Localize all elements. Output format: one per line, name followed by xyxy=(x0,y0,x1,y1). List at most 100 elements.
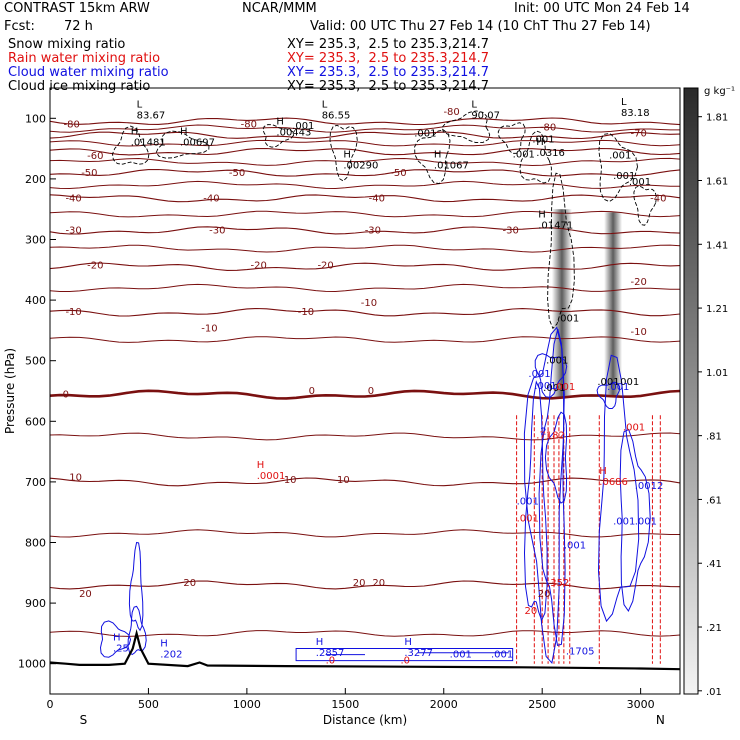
cloud-water-label-value: .0012 xyxy=(635,481,664,492)
snow-maximum-value: .00697 xyxy=(180,138,215,149)
field-xy-cloud-ice: XY= 235.3, 2.5 to 235.3,214.7 xyxy=(287,79,490,94)
cloud-water-label-value: .2857 xyxy=(316,648,345,659)
cloud-ice-contour xyxy=(414,129,451,185)
rain-label-value: .7182 xyxy=(536,430,565,441)
isotherm-label: -20 xyxy=(251,261,267,272)
cloud-water-label-value: .001 xyxy=(517,496,539,507)
isotherm-label: 0 xyxy=(309,386,315,397)
isotherm-label: -50 xyxy=(229,168,245,179)
isotherm-line xyxy=(50,529,680,538)
cloud-ice-contour xyxy=(262,124,295,148)
cloud-ice-label-value: .001 xyxy=(597,377,619,388)
isotherm-line xyxy=(50,124,680,133)
org-label: NCAR/MMM xyxy=(242,1,317,16)
isotherm-label: -20 xyxy=(87,261,103,272)
model-title: CONTRAST 15km ARW xyxy=(4,1,150,16)
snow-maximum-marker: H xyxy=(131,127,139,138)
isotherm-line xyxy=(50,180,680,190)
y-tick-label: 200 xyxy=(25,173,46,186)
rain-label-marker: H xyxy=(257,460,265,471)
y-tick-label: 500 xyxy=(25,355,46,368)
rain-label-marker: H xyxy=(599,466,607,477)
colorbar-tick-label: 1.81 xyxy=(706,113,728,124)
rain-label-value: .001 xyxy=(517,513,539,524)
field-name-snow: Snow mixing ratio xyxy=(8,37,126,52)
field-xy-cloud-water: XY= 235.3, 2.5 to 235.3,214.7 xyxy=(287,65,490,80)
snow-shading-plume xyxy=(551,209,572,398)
cloud-ice-contour xyxy=(155,130,210,159)
rain-label-value: .0 xyxy=(326,656,336,667)
isotherm-label: -60 xyxy=(87,151,103,162)
cloud-water-label-marker: H xyxy=(404,637,412,648)
cloud-water-label-value: 2 xyxy=(540,427,546,438)
cloud-ice-contour xyxy=(441,110,491,143)
isotherm-label: -10 xyxy=(65,307,81,318)
isotherm-label: 20 xyxy=(538,589,551,600)
isotherm-line xyxy=(50,194,680,203)
cloud-ice-label-value: 83.18 xyxy=(621,108,650,119)
cloud-water-contour xyxy=(523,326,565,664)
isotherm-label: 0 xyxy=(368,386,374,397)
isotherm-label: 20 xyxy=(183,578,196,589)
colorbar xyxy=(683,87,699,695)
cloud-ice-label-value: .001 xyxy=(292,121,314,132)
isotherm-line xyxy=(50,630,680,637)
cloud-water-contour xyxy=(523,380,548,622)
isotherm-label: -80 xyxy=(443,107,459,118)
colorbar-tick-label: 1.41 xyxy=(706,240,728,251)
isotherm-label: -10 xyxy=(361,298,377,309)
isotherm-label: 10 xyxy=(69,473,82,484)
isotherm-label: 0 xyxy=(63,390,69,401)
rain-label-value: .352 xyxy=(547,578,569,589)
valid-time: Valid: 00 UTC Thu 27 Feb 14 (10 ChT Thu … xyxy=(310,19,651,34)
isotherm-label: 10 xyxy=(337,475,350,486)
cloud-ice-label-value: 90.07 xyxy=(471,110,500,121)
x-tick-label: 0 xyxy=(47,698,54,711)
cloud-ice-label-marker: L xyxy=(137,99,143,110)
cloud-ice-label-marker: L xyxy=(471,99,477,110)
colorbar-tick-label: 1.21 xyxy=(706,304,728,315)
isotherm-line xyxy=(50,210,680,218)
cloud-water-contour xyxy=(534,353,568,398)
cloud-water-label-value: .001 xyxy=(607,382,629,393)
rain-label-value: .001 xyxy=(553,382,575,393)
cloud-ice-label-marker: L xyxy=(621,97,627,108)
x-tick-label: 1500 xyxy=(331,698,359,711)
cloud-water-contour xyxy=(128,541,144,632)
y-tick-label: 1000 xyxy=(18,658,46,671)
snow-maximum-value: .00290 xyxy=(343,161,378,172)
isotherm-label: -50 xyxy=(390,168,406,179)
forecast-hours: 72 h xyxy=(64,19,93,34)
isotherm-line xyxy=(50,262,680,271)
cloud-ice-label-value: .001 xyxy=(543,383,565,394)
field-xy-snow: XY= 235.3, 2.5 to 235.3,214.7 xyxy=(287,37,490,52)
cloud-water-contour xyxy=(596,381,621,409)
cloud-water-label-marker: H xyxy=(316,637,324,648)
cloud-water-label-value: .1705 xyxy=(566,647,595,658)
isotherm-line xyxy=(50,131,680,140)
cloud-ice-label-value: .001 xyxy=(546,356,568,367)
isotherm-line xyxy=(50,157,680,167)
isotherm-label: -70 xyxy=(630,128,646,139)
snow-maximum-value: .01481 xyxy=(131,138,166,149)
x-tick-label: 3000 xyxy=(627,698,655,711)
rain-label-value: .0 xyxy=(400,656,410,667)
cloud-water-label-value: .001 xyxy=(450,650,472,661)
cloud-ice-label-value: .001 xyxy=(609,150,631,161)
colorbar-tick-label: 1.61 xyxy=(706,176,728,187)
x-tick-label: 500 xyxy=(138,698,159,711)
cloud-water-contour xyxy=(544,411,568,504)
isotherm-line xyxy=(50,477,680,487)
cloud-ice-contour xyxy=(112,125,150,165)
north-end-label: N xyxy=(656,713,665,727)
cloud-ice-label-value: .001 xyxy=(414,128,436,139)
cloud-water-label-value: .001 xyxy=(613,516,635,527)
rain-label-value: .0686 xyxy=(599,477,628,488)
colorbar-tick-label: .01 xyxy=(706,687,722,698)
y-tick-label: 400 xyxy=(25,294,46,307)
isotherm-line xyxy=(50,389,680,400)
cloud-water-label-value: .001 xyxy=(491,650,513,661)
isotherm-label: 10 xyxy=(284,475,297,486)
cloud-water-contour xyxy=(619,428,651,613)
y-tick-label: 900 xyxy=(25,597,46,610)
